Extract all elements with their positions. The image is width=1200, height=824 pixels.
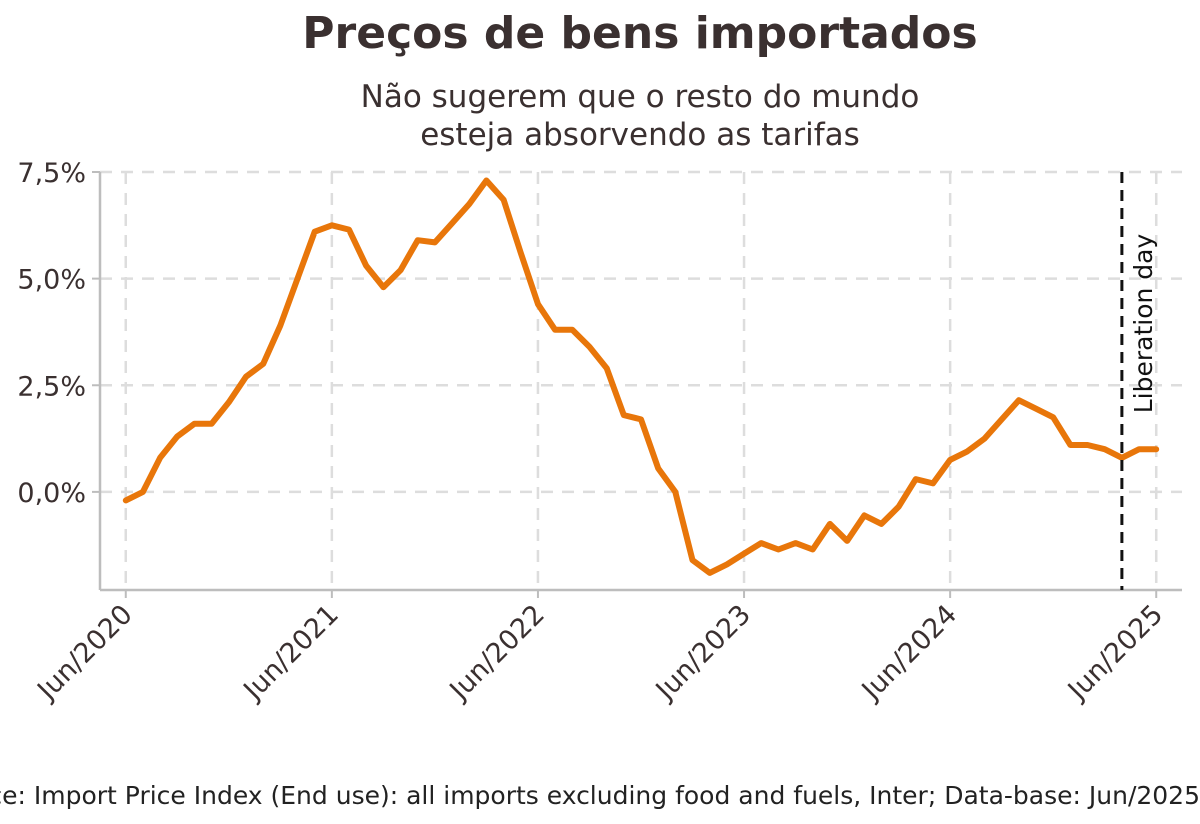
chart-caption: Source: Import Price Index (End use): al… [0,781,1200,810]
series-line [122,177,1160,576]
y-tick-label: 5,0% [17,265,86,296]
x-tick-label: Jun/2020 [31,599,139,707]
annotation-layer: Liberation day [1120,172,1158,590]
grid-lines [100,170,1182,590]
y-tick-label: 2,5% [17,371,86,402]
chart-title: Preços de bens importados [302,8,978,59]
liberation-day-label: Liberation day [1129,234,1158,414]
y-tick-label: 7,5% [17,158,86,189]
x-tick-label: Jun/2023 [649,599,757,707]
x-tick-label: Jun/2021 [237,599,345,707]
y-tick-label: 0,0% [17,478,86,509]
x-tick-label: Jun/2024 [855,599,963,707]
series-layer [122,177,1160,576]
x-tick-label: Jun/2022 [443,599,551,707]
chart-subtitle: Não sugerem que o resto do mundo esteja … [0,78,1200,154]
subtitle-line-1: Não sugerem que o resto do mundo [360,79,920,115]
x-tick-label: Jun/2025 [1061,599,1169,707]
axes [92,171,1182,598]
caption-text: Source: Import Price Index (End use): al… [0,781,1200,810]
subtitle-line-2: esteja absorvendo as tarifas [420,117,860,153]
tick-labels: 0,0% 2,5% 5,0% 7,5% Jun/2020 Jun/2021 Jun/2022… [17,158,1169,707]
